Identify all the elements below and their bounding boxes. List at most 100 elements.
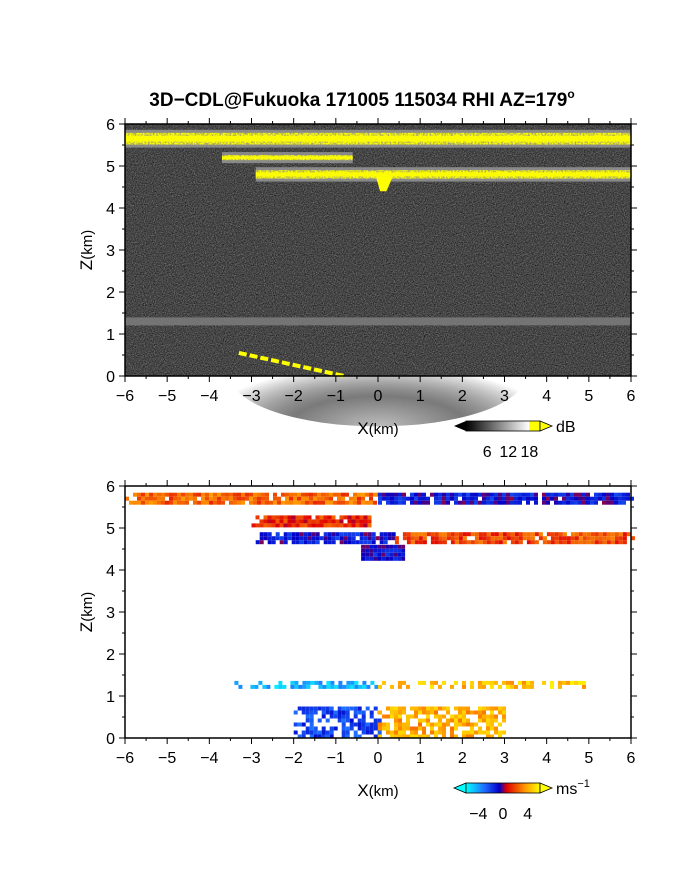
velocity-pixel <box>494 492 498 497</box>
velocity-pixel <box>494 726 498 731</box>
velocity-pixel <box>303 536 308 541</box>
velocity-pixel <box>526 500 530 505</box>
velocity-pixel <box>574 500 578 505</box>
velocity-pixel <box>446 706 450 711</box>
velocity-pixel <box>502 714 506 719</box>
velocity-pixel <box>418 722 422 727</box>
x-tick-label: 2 <box>458 388 467 405</box>
velocity-pixel <box>494 718 498 723</box>
velocity-pixel <box>390 734 394 739</box>
velocity-pixel <box>354 680 359 685</box>
velocity-pixel <box>293 500 297 505</box>
velocity-pixel <box>414 536 419 541</box>
velocity-pixel <box>361 714 366 719</box>
velocity-pixel <box>325 496 329 501</box>
y-tick-label: 0 <box>106 369 115 386</box>
velocity-pixel <box>357 726 362 731</box>
velocity-pixel <box>363 540 368 545</box>
velocity-pixel <box>430 532 435 537</box>
velocity-pixel <box>365 500 369 505</box>
velocity-pixel <box>486 718 490 723</box>
x-tick-label: −5 <box>158 388 176 405</box>
velocity-pixel <box>402 710 406 715</box>
velocity-pixel <box>418 734 422 739</box>
velocity-pixel <box>307 536 312 541</box>
velocity-pixel <box>307 523 312 528</box>
velocity-pixel <box>321 734 326 739</box>
velocity-pixel <box>482 680 486 685</box>
velocity-pixel <box>261 496 265 501</box>
velocity-pixel <box>389 556 394 561</box>
velocity-pixel <box>418 718 422 723</box>
velocity-pixel <box>542 492 546 497</box>
velocity-pixel <box>287 532 292 537</box>
velocity-pixel <box>430 684 434 689</box>
velocity-pixel <box>249 500 253 505</box>
velocity-pixel <box>462 540 467 545</box>
velocity-pixel <box>289 496 293 501</box>
velocity-pixel <box>450 684 454 689</box>
velocity-pixel <box>262 684 267 689</box>
velocity-pixel <box>442 730 446 735</box>
velocity-pixel <box>370 680 375 685</box>
velocity-pixel <box>478 492 482 497</box>
velocity-pixel <box>554 532 559 537</box>
x-tick-label: 3 <box>500 388 509 405</box>
velocity-pixel <box>347 532 352 537</box>
velocity-pixel <box>373 726 378 731</box>
velocity-pixel <box>586 500 590 505</box>
velocity-pixel <box>361 492 365 497</box>
velocity-pixel <box>498 532 503 537</box>
velocity-pixel <box>530 496 534 501</box>
velocity-pixel <box>325 734 330 739</box>
velocity-pixel <box>362 680 367 685</box>
velocity-pixel <box>369 548 374 553</box>
velocity-pixel <box>229 496 233 501</box>
velocity-pixel <box>486 722 490 727</box>
velocity-pixel <box>482 532 487 537</box>
velocity-pixel <box>401 552 406 557</box>
velocity-pixel <box>378 726 382 731</box>
velocity-pixel <box>173 496 177 501</box>
velocity-pixel <box>335 523 340 528</box>
velocity-pixel <box>267 523 272 528</box>
velocity-pixel <box>510 680 514 685</box>
velocity-pixel <box>267 536 272 541</box>
velocity-pixel <box>250 684 255 689</box>
velocity-pixel <box>305 726 310 731</box>
velocity-pixel <box>538 536 543 541</box>
velocity-pixel <box>526 540 531 545</box>
velocity-pixel <box>582 680 586 685</box>
x-ticks: −6 −5 −4 −3 −2 −1 0 1 2 3 4 5 6 <box>116 480 636 767</box>
velocity-pixel <box>185 500 189 505</box>
y-tick-label: 6 <box>106 117 115 134</box>
velocity-pixel <box>582 536 587 541</box>
velocity-pixel <box>478 500 482 505</box>
velocity-pixel <box>314 680 319 685</box>
velocity-pixel <box>382 714 386 719</box>
velocity-pixel <box>422 536 427 541</box>
velocity-pixel <box>438 684 442 689</box>
colorbar-max-arrow <box>539 420 554 432</box>
velocity-pixel <box>353 496 357 501</box>
velocity-pixel <box>389 544 394 549</box>
x-tick-label: −1 <box>327 388 345 405</box>
velocity-pixel <box>391 536 396 541</box>
velocity-pixel <box>263 523 268 528</box>
velocity-pixel <box>594 532 599 537</box>
velocity-pixel <box>446 532 451 537</box>
velocity-pixel <box>486 706 490 711</box>
velocity-pixel <box>309 722 314 727</box>
velocity-pixel <box>526 496 530 501</box>
velocity-pixel <box>371 536 376 541</box>
velocity-pixel <box>177 492 181 497</box>
velocity-pixel <box>157 496 161 501</box>
velocity-pixel <box>434 532 439 537</box>
velocity-pixel <box>271 523 276 528</box>
velocity-pixel <box>347 536 352 541</box>
velocity-layer <box>125 492 381 505</box>
velocity-pixel <box>490 734 494 739</box>
velocity-pixel <box>331 515 336 520</box>
velocity-pixel <box>323 536 328 541</box>
velocity-pixel <box>349 722 354 727</box>
